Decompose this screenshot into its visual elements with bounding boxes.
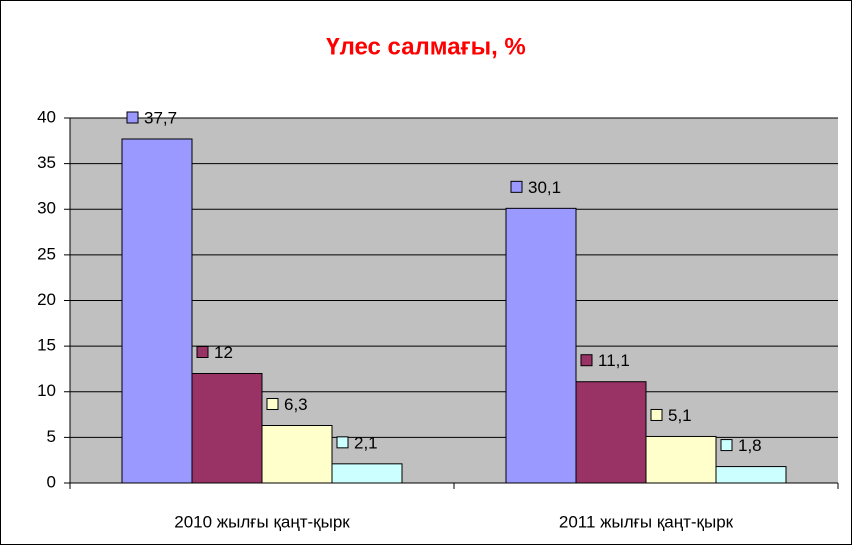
y-tick-label: 35 <box>37 153 56 172</box>
label-key <box>336 436 349 449</box>
y-tick-label: 0 <box>47 472 56 491</box>
label-key <box>266 398 279 411</box>
label-key <box>196 346 209 358</box>
bar <box>575 381 647 484</box>
value-label: 1,8 <box>738 436 762 455</box>
bar <box>121 138 193 484</box>
y-tick-label: 40 <box>37 107 56 126</box>
value-label: 37,7 <box>144 108 177 127</box>
bar <box>645 435 717 484</box>
y-tick-label: 5 <box>47 427 56 446</box>
y-tick-label: 10 <box>37 381 56 400</box>
bar <box>191 373 263 484</box>
bar <box>715 466 787 484</box>
chart-title: Үлес салмағы, % <box>326 33 526 60</box>
value-label: 30,1 <box>528 178 561 197</box>
y-tick-label: 25 <box>37 244 56 263</box>
value-label: 11,1 <box>598 351 630 370</box>
label-key <box>650 408 663 421</box>
x-tick-label: 2010 жылғы қаңт-қырк <box>174 512 350 531</box>
bar <box>505 207 577 484</box>
y-tick-label: 15 <box>37 336 56 355</box>
label-key <box>126 111 139 124</box>
label-key <box>720 439 733 452</box>
label-key <box>510 180 523 193</box>
x-tick-label: 2011 жылғы қаңт-қырк <box>559 512 734 531</box>
y-tick-label: 20 <box>37 290 56 309</box>
bar <box>261 425 333 484</box>
bar <box>331 463 403 484</box>
value-label: 12 <box>214 343 233 362</box>
value-label: 2,1 <box>354 433 378 452</box>
value-label: 5,1 <box>668 406 692 425</box>
label-key <box>580 354 593 367</box>
value-label: 6,3 <box>284 395 308 414</box>
y-tick-label: 30 <box>37 199 56 218</box>
